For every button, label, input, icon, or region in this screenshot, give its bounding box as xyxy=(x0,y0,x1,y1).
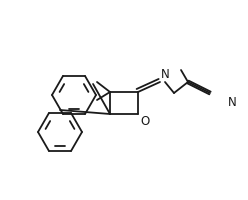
Text: N: N xyxy=(161,68,170,81)
Text: N: N xyxy=(228,96,237,108)
Text: O: O xyxy=(140,115,149,128)
